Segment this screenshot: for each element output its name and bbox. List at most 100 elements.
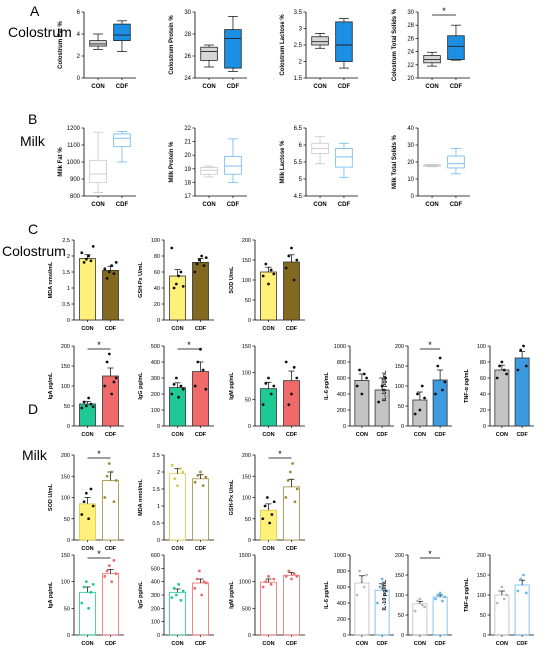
y-tick-label: 17 [184, 194, 191, 200]
y-tick-label: 2 [299, 60, 303, 66]
panel-11: 0 50 100 150 200 SOD U/mL CON CDF [229, 238, 305, 332]
y-tick-label: 150 [61, 474, 70, 480]
y-tick-label: 200 [337, 617, 346, 623]
data-point [272, 272, 276, 276]
data-point [261, 517, 265, 521]
y-axis-label: Milk Fat % [58, 147, 64, 177]
box-cdf [447, 35, 465, 60]
data-point [110, 392, 114, 396]
data-point [295, 574, 299, 578]
data-point [365, 376, 368, 380]
box-cdf [335, 21, 353, 62]
panel-4: 20 22 24 26 28 30 Colostrum Total Solids % CON C… [392, 6, 470, 90]
y-axis-label: IL-10 pg/mL [382, 370, 388, 402]
data-point [179, 384, 183, 388]
data-point [196, 474, 200, 477]
y-tick-label: 30 [407, 143, 414, 149]
data-point [193, 586, 197, 590]
y-tick-label: 150 [61, 364, 70, 370]
y-tick-label: 40 [154, 286, 160, 292]
bar-cdf [432, 596, 448, 636]
data-point [420, 603, 424, 607]
y-tick-label: 0 [248, 424, 251, 430]
y-tick-label: 1.5 [294, 76, 303, 82]
data-point [170, 463, 174, 467]
data-point [84, 257, 88, 261]
y-axis-label: MDA nmol/mL [48, 261, 54, 298]
x-category-label: CON [262, 546, 274, 552]
bar-con [412, 603, 428, 636]
x-category-label: CDF [338, 202, 351, 208]
data-point [91, 405, 95, 409]
data-point [261, 274, 265, 278]
box-con [200, 46, 218, 61]
y-tick-label: 60 [480, 376, 486, 382]
data-point [193, 480, 197, 484]
data-point [181, 470, 185, 474]
bar-cdf [192, 582, 209, 636]
panel-1: 0 2 4 6 Colostrum Fat % CON CDF [58, 10, 136, 90]
x-category-label: CON [496, 432, 508, 438]
data-point [362, 585, 366, 589]
data-point [516, 589, 520, 593]
y-axis-label: Milk Protein % [169, 141, 175, 183]
y-axis-label: IgG pg/mL [138, 581, 144, 609]
data-point [200, 593, 204, 597]
data-point [170, 246, 174, 250]
data-point [201, 484, 205, 487]
y-tick-label: 50 [64, 606, 70, 612]
y-tick-label: 80 [154, 254, 160, 260]
data-point [201, 368, 205, 372]
significance-star: * [187, 340, 191, 350]
box-cdf [224, 29, 242, 69]
y-axis-label: IL-6 pg/mL [324, 580, 330, 608]
data-point [114, 572, 118, 576]
data-point [179, 598, 183, 602]
panel-9: 0 0.5 1 1.5 2 2.5 MDA nmol/mL CON CDF [48, 238, 124, 332]
x-category-label: CON [356, 641, 368, 647]
y-tick-label: 20 [480, 408, 486, 414]
y-tick-label: 26 [407, 36, 414, 42]
data-point [416, 392, 419, 396]
significance-star: * [278, 449, 282, 459]
data-point [358, 368, 361, 372]
y-tick-label: 100 [151, 238, 160, 244]
y-tick-label: 0 [67, 633, 70, 639]
panel-10: 0 20 40 60 80 100 GSH-Px U/mL CON CDF [138, 238, 214, 332]
x-category-label: CON [425, 84, 438, 90]
data-point [378, 585, 382, 589]
data-point [284, 496, 288, 499]
bar-cdf [283, 486, 300, 541]
data-point [272, 577, 276, 581]
data-point [80, 513, 84, 516]
y-tick-label: 600 [151, 553, 160, 559]
y-tick-label: 300 [151, 376, 160, 382]
data-point [376, 601, 379, 605]
data-point [82, 400, 86, 404]
y-axis-label: Colostrum Lactose % [280, 14, 286, 76]
y-tick-label: 150 [242, 474, 251, 480]
x-category-label: CDF [450, 84, 463, 90]
y-tick-label: 150 [395, 573, 404, 579]
box-cdf [113, 23, 131, 42]
y-tick-label: 100 [395, 384, 404, 390]
y-axis-label: IgM pg/mL [229, 581, 235, 609]
x-category-label: CDF [450, 202, 463, 208]
data-point [441, 599, 444, 603]
data-point [270, 513, 274, 516]
data-point [420, 384, 424, 388]
x-category-label: CDF [105, 326, 117, 332]
bar-cdf [102, 375, 119, 427]
data-point [178, 467, 182, 470]
data-point [287, 254, 291, 258]
bar-con [79, 503, 96, 541]
box-cdf [335, 147, 353, 168]
data-point [89, 402, 93, 406]
data-point [82, 500, 86, 504]
data-point [380, 577, 384, 581]
y-tick-label: 28 [184, 32, 191, 38]
data-point [80, 406, 84, 410]
data-point [114, 376, 118, 380]
y-tick-label: 24 [407, 50, 414, 56]
y-tick-label: 100 [151, 408, 160, 414]
